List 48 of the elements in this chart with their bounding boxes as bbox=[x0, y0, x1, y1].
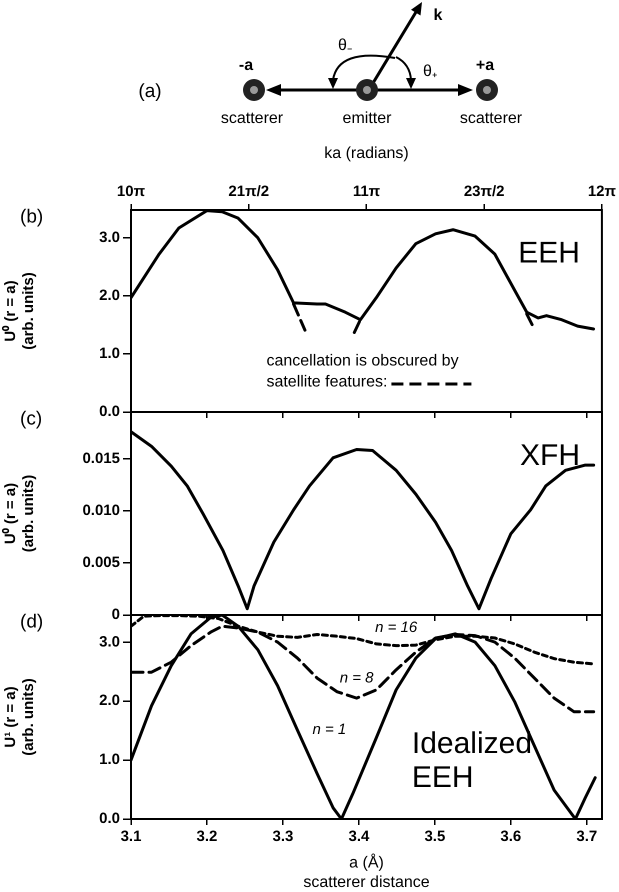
annotation: Idealized EEH bbox=[412, 727, 532, 794]
x-axis-title: a (Å) scatterer distance bbox=[303, 854, 430, 891]
y-tick-label: 1.0 bbox=[99, 345, 120, 362]
text: emitter bbox=[342, 110, 392, 127]
x-tick-label: 3.5 bbox=[424, 828, 446, 846]
text: scatterer bbox=[460, 110, 523, 127]
x2-tick-label: 11π bbox=[352, 183, 381, 200]
annotation: n = 16 bbox=[375, 618, 418, 636]
annotation: n = 1 bbox=[312, 721, 346, 738]
y-tick-label: 2.0 bbox=[99, 692, 120, 710]
y-tick-label: 0.0 bbox=[99, 810, 120, 828]
x2-axis-title: ka (radians) bbox=[324, 145, 409, 162]
x2-tick-label: 12π bbox=[588, 183, 617, 200]
y-tick-label: 1.0 bbox=[99, 751, 120, 768]
y-tick-label: 2.0 bbox=[99, 287, 120, 304]
y-tick-label: 3.0 bbox=[99, 633, 120, 650]
x2-tick-label: 10π bbox=[116, 183, 146, 200]
text: θ₋ bbox=[338, 37, 352, 54]
chart-title: (d) bbox=[20, 612, 44, 633]
y-tick-label: 0.005 bbox=[82, 554, 120, 572]
chart-title: (c) bbox=[20, 408, 42, 430]
x-tick-label: 3.1 bbox=[120, 828, 142, 846]
y-tick-label: 3.0 bbox=[99, 229, 120, 246]
annotation: XFH bbox=[520, 438, 580, 472]
text: cancellation is obscured by satellite features: bbox=[266, 352, 459, 390]
annotation: n = 8 bbox=[340, 669, 374, 686]
x2-tick-label: 21π/2 bbox=[228, 183, 270, 200]
text: scatterer bbox=[220, 110, 284, 127]
y-axis-title: U⁰ (r = a) (arb. units) bbox=[1, 272, 38, 350]
text: +a bbox=[476, 57, 494, 74]
x2-tick-label: 23π/2 bbox=[464, 183, 505, 200]
y-tick-label: 0.010 bbox=[82, 502, 120, 520]
y-axis-title: U⁰ (r = a) (arb. units) bbox=[1, 474, 38, 552]
annotation: EEH bbox=[518, 236, 580, 270]
y-tick-label: 0.0 bbox=[99, 403, 120, 420]
x-tick-label: 3.3 bbox=[272, 828, 294, 846]
x-tick-label: 3.6 bbox=[500, 828, 522, 846]
x-tick-label: 3.7 bbox=[576, 828, 598, 846]
text: θ₊ bbox=[423, 63, 437, 80]
y-tick-label: 0 bbox=[112, 606, 120, 624]
y-axis-title: U¹ (r = a) (arb. units) bbox=[2, 678, 38, 756]
chart-title: (b) bbox=[20, 206, 44, 228]
x-tick-label: 3.2 bbox=[196, 828, 218, 846]
x-tick-label: 3.4 bbox=[348, 828, 370, 846]
text: k bbox=[434, 7, 443, 24]
y-tick-label: 0.015 bbox=[82, 450, 120, 467]
text: -a bbox=[238, 57, 254, 74]
text: (a) bbox=[138, 81, 162, 102]
